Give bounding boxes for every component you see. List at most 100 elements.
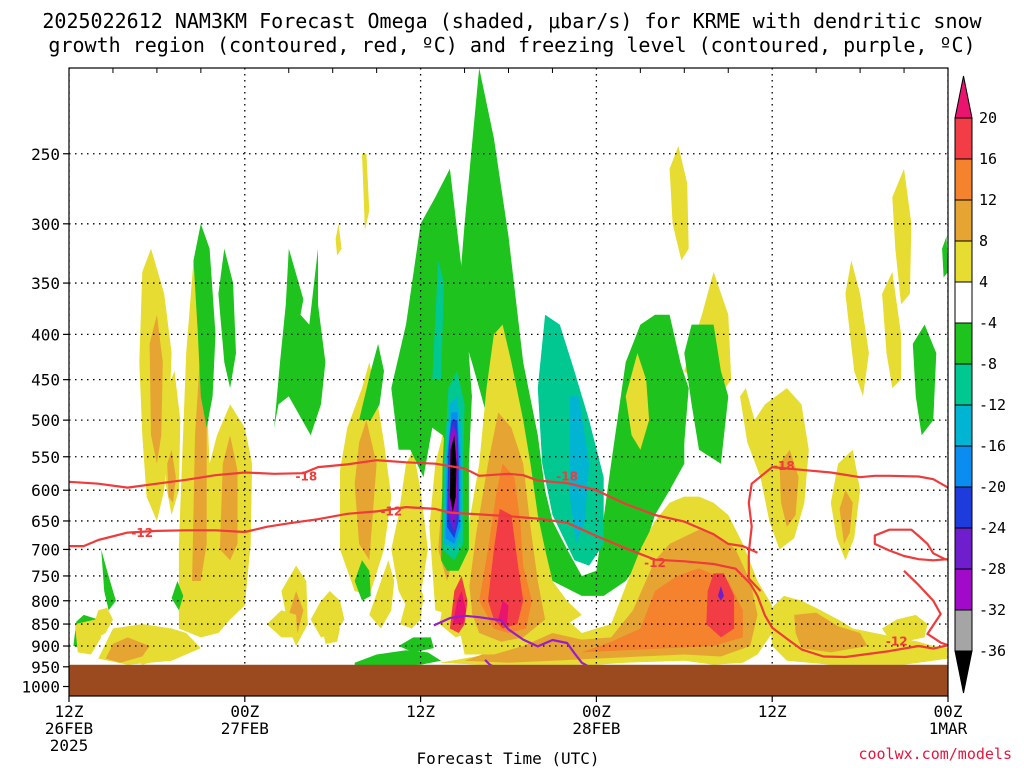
omega-region-4	[882, 271, 902, 389]
y-tick-label: 600	[31, 481, 60, 500]
contour-label: -18	[773, 459, 795, 473]
omega-region--16	[570, 396, 590, 544]
colorbar-label: 8	[979, 232, 988, 250]
colorbar-swatch	[954, 158, 973, 201]
omega-region--36	[449, 435, 457, 512]
colorbar-swatch	[954, 240, 973, 283]
dgz-contour--18b	[747, 466, 948, 592]
y-tick-label: 650	[31, 512, 60, 531]
colorbar-swatch	[954, 322, 973, 365]
x-tick-label: 12Z	[55, 702, 84, 721]
omega-region-4	[892, 168, 912, 305]
omega-region--8	[354, 560, 371, 601]
omega-region-8	[794, 612, 868, 653]
x-tick-label: 1MAR	[929, 719, 968, 738]
contour-label: -12	[644, 556, 666, 570]
dgz-contour--12b	[873, 528, 948, 562]
contour-label: -18	[295, 469, 317, 483]
ground-below-surface	[69, 664, 948, 696]
omega-region--8	[171, 581, 184, 611]
y-tick-label: 900	[31, 637, 60, 656]
chart-title-line2: growth region (contoured, red, ºC) and f…	[48, 33, 975, 57]
x-tick-label: 12Z	[758, 702, 787, 721]
colorbar-label: -4	[979, 314, 997, 332]
omega-region--28	[718, 586, 724, 601]
y-tick-label: 550	[31, 448, 60, 467]
colorbar-label: 4	[979, 273, 988, 291]
omega-region-8	[219, 435, 238, 561]
omega-region-4	[134, 654, 157, 665]
contour-label: -12	[131, 526, 153, 540]
omega-shading	[73, 68, 948, 667]
omega-region-4	[625, 353, 650, 450]
omega-region--8	[359, 343, 384, 421]
contour-label: -18	[556, 469, 578, 483]
omega-region-8	[105, 637, 150, 663]
y-axis-ticks: 250 300 350 400 450 500 550 600 650 700 750 800 850 9…	[21, 145, 69, 697]
contour-label: -12	[886, 634, 908, 648]
omega-region--4	[101, 549, 116, 611]
omega-region-4	[669, 146, 689, 261]
colorbar-label: -12	[979, 396, 1006, 414]
omega-region--8	[942, 236, 948, 278]
omega-region-4	[391, 449, 428, 606]
omega-region--12	[432, 260, 444, 380]
omega-region--8	[354, 650, 442, 667]
omega-region--8	[398, 637, 434, 653]
colorbar-swatch	[954, 363, 973, 406]
x-tick-label: 00Z	[934, 702, 963, 721]
omega-region-4	[362, 153, 370, 231]
x-tick-label: 00Z	[582, 702, 611, 721]
omega-region-4	[369, 560, 395, 629]
colorbar-swatch	[954, 281, 973, 324]
contour-lines	[69, 459, 948, 668]
y-tick-label: 400	[31, 325, 60, 344]
contour-labels: -18 -12 -12 -18 -12 -18 -12	[131, 459, 908, 648]
omega-region-4	[310, 591, 345, 638]
y-tick-label: 750	[31, 567, 60, 586]
colorbar-swatch	[954, 568, 973, 611]
x-tick-label: 27FEB	[221, 719, 269, 738]
y-tick-label: 700	[31, 540, 60, 559]
dgz-contour--18	[69, 459, 758, 554]
colorbar-swatch	[954, 445, 973, 488]
y-tick-label: 800	[31, 592, 60, 611]
x-axis-label: Forecast Time (UTC)	[416, 749, 599, 768]
omega-region-4	[266, 610, 298, 638]
colorbar-bottom-arrow	[954, 650, 973, 694]
omega-region-16	[706, 573, 735, 638]
omega-region-8	[354, 420, 377, 561]
omega-region--8	[274, 248, 326, 436]
credit-text: coolwx.com/models	[858, 745, 1012, 763]
colorbar-swatch	[954, 199, 973, 242]
x-tick-label: 26FEB	[45, 719, 93, 738]
y-tick-label: 450	[31, 371, 60, 390]
colorbar-top-arrow	[954, 75, 973, 119]
colorbar-swatch	[954, 404, 973, 447]
omega-region-12	[581, 568, 743, 653]
colorbar-swatch	[954, 527, 973, 570]
x-tick-label: 28FEB	[572, 719, 620, 738]
plot-area	[69, 68, 948, 696]
y-tick-label: 500	[31, 411, 60, 430]
colorbar-swatch	[954, 609, 973, 652]
dgz-contour--12	[69, 506, 948, 659]
y-tick-label: 300	[31, 215, 60, 234]
freezing-level-contour	[433, 614, 589, 667]
colorbar-label: -24	[979, 519, 1006, 537]
y-tick-label: 350	[31, 274, 60, 293]
omega-region-8	[149, 314, 163, 464]
omega-region-8	[288, 591, 304, 633]
colorbar-label: 16	[979, 150, 997, 168]
x-tick-label: 2025	[50, 736, 89, 755]
dgz-contour--12c	[903, 570, 948, 647]
colorbar-label: 12	[979, 191, 997, 209]
omega-region--8	[662, 353, 689, 464]
colorbar-label: 20	[979, 109, 997, 127]
colorbar-swatch	[954, 486, 973, 529]
plot-frame	[68, 67, 949, 697]
omega-region--8	[912, 324, 937, 436]
omega-region-8	[839, 490, 853, 544]
colorbar-label: -32	[979, 601, 1006, 619]
